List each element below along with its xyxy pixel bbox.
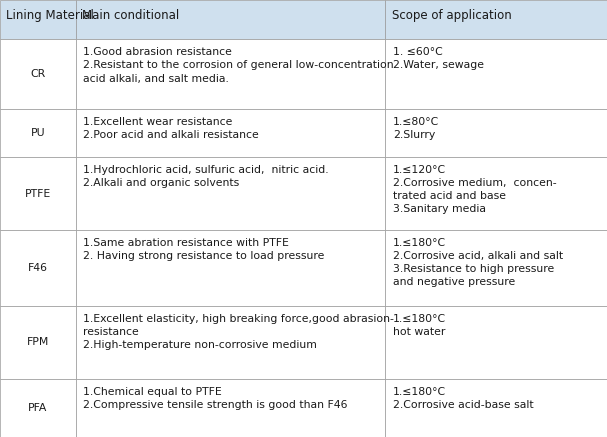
- Text: Main conditional: Main conditional: [82, 9, 179, 22]
- Text: 1.≤180°C
2.Corrosive acid-base salt: 1.≤180°C 2.Corrosive acid-base salt: [393, 387, 534, 410]
- Bar: [0, 0, 76, 39]
- Bar: [0, 306, 76, 379]
- Text: 1.Good abrasion resistance
2.Resistant to the corrosion of general low-concentra: 1.Good abrasion resistance 2.Resistant t…: [83, 47, 394, 83]
- Bar: [0, 157, 76, 230]
- Text: 1.Chemical equal to PTFE
2.Compressive tensile strength is good than F46: 1.Chemical equal to PTFE 2.Compressive t…: [83, 387, 348, 410]
- Text: FPM: FPM: [27, 337, 49, 347]
- Text: 1.Excellent wear resistance
2.Poor acid and alkali resistance: 1.Excellent wear resistance 2.Poor acid …: [83, 117, 259, 140]
- Bar: [76, 306, 385, 379]
- Text: 1.Hydrochloric acid, sulfuric acid,  nitric acid.
2.Alkali and organic solvents: 1.Hydrochloric acid, sulfuric acid, nitr…: [83, 165, 329, 188]
- Text: PU: PU: [30, 128, 46, 138]
- Text: PFA: PFA: [29, 403, 47, 413]
- Text: Scope of application: Scope of application: [392, 9, 511, 22]
- Bar: [385, 230, 607, 306]
- Text: Lining Material: Lining Material: [6, 9, 94, 22]
- Text: 1.Excellent elasticity, high breaking force,good abrasion-
resistance
2.High-tem: 1.Excellent elasticity, high breaking fo…: [83, 314, 394, 350]
- Bar: [76, 39, 385, 109]
- Bar: [0, 230, 76, 306]
- Text: 1.≤80°C
2.Slurry: 1.≤80°C 2.Slurry: [393, 117, 439, 140]
- Bar: [385, 157, 607, 230]
- Text: 1.Same abration resistance with PTFE
2. Having strong resistance to load pressur: 1.Same abration resistance with PTFE 2. …: [83, 238, 325, 261]
- Text: CR: CR: [30, 69, 46, 79]
- Bar: [0, 109, 76, 157]
- Bar: [385, 109, 607, 157]
- Bar: [385, 306, 607, 379]
- Text: PTFE: PTFE: [25, 188, 51, 198]
- Bar: [385, 39, 607, 109]
- Bar: [0, 39, 76, 109]
- Text: 1.≤120°C
2.Corrosive medium,  concen-
trated acid and base
3.Sanitary media: 1.≤120°C 2.Corrosive medium, concen- tra…: [393, 165, 557, 215]
- Bar: [76, 109, 385, 157]
- Bar: [76, 0, 385, 39]
- Text: 1. ≤60°C
2.Water, sewage: 1. ≤60°C 2.Water, sewage: [393, 47, 484, 70]
- Bar: [76, 230, 385, 306]
- Bar: [76, 157, 385, 230]
- Bar: [76, 379, 385, 437]
- Text: 1.≤180°C
hot water: 1.≤180°C hot water: [393, 314, 446, 337]
- Bar: [0, 379, 76, 437]
- Bar: [385, 379, 607, 437]
- Text: 1.≤180°C
2.Corrosive acid, alkali and salt
3.Resistance to high pressure
and neg: 1.≤180°C 2.Corrosive acid, alkali and sa…: [393, 238, 563, 288]
- Bar: [385, 0, 607, 39]
- Text: F46: F46: [28, 263, 48, 273]
